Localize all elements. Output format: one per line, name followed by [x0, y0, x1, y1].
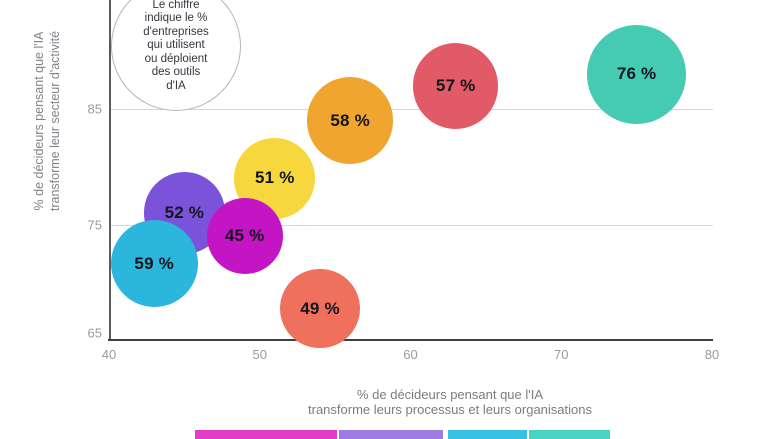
x-tick-80: 80 [704, 347, 720, 362]
gridline-y85 [109, 109, 713, 110]
x-axis-title-line1: % de décideurs pensant que l'IA [356, 387, 544, 402]
bubble-label: 45 % [224, 226, 265, 246]
annotation-line-3: d'entreprises [143, 25, 209, 38]
bubble-label: 49 % [300, 298, 340, 318]
y-tick-75: 75 [87, 217, 102, 232]
bubble-45: 45 % [206, 198, 283, 274]
annotation-line-7: d'IA [166, 79, 186, 92]
y-tick-85: 85 [87, 101, 102, 117]
annotation-line-4: qui utilisent [147, 39, 205, 52]
x-tick-70: 70 [554, 347, 569, 362]
y-axis-line [109, 0, 111, 340]
bubble-label: 52 % [164, 202, 205, 222]
x-axis-title-line2: transforme leurs processus et leurs orga… [308, 402, 592, 417]
annotation-callout: Le chiffre indique le % d'entreprises qui u… [111, 0, 241, 111]
y-tick-65: 65 [87, 325, 102, 341]
legend-chip-2 [339, 430, 443, 439]
legend-chip-3 [448, 430, 527, 439]
x-axis-line [108, 339, 713, 341]
gridline-y75 [109, 224, 713, 226]
bubble-label: 76 % [616, 64, 657, 84]
legend-chip-1 [195, 430, 337, 439]
y-axis-title: % de décideurs pensant que l'IA transfor… [32, 1, 64, 241]
x-tick-40: 40 [101, 347, 117, 362]
annotation-line-2: indique le % [144, 12, 208, 25]
y-axis-title-line2: transforme leur secteur d'activité [47, 30, 62, 212]
legend-chip-4 [529, 430, 610, 439]
bubble-label: 59 % [134, 253, 174, 273]
bubble-59: 59 % [110, 220, 198, 308]
annotation-line-1: Le chiffre [152, 0, 200, 12]
annotation-line-6: des outils [151, 66, 201, 79]
y-axis-title-line1: % de décideurs pensant que l'IA [32, 31, 46, 211]
bubble-76: 76 % [587, 25, 686, 124]
x-axis-title: % de décideurs pensant que l'IA transfor… [150, 387, 750, 417]
bubble-58: 58 % [307, 77, 394, 164]
x-tick-60: 60 [403, 347, 418, 362]
bubble-label: 51 % [255, 168, 295, 188]
bubble-57: 57 % [412, 43, 499, 129]
bubble-49: 49 % [280, 269, 360, 349]
annotation-line-5: ou déploient [144, 52, 208, 65]
x-tick-50: 50 [252, 347, 267, 362]
bubble-label: 57 % [435, 75, 476, 95]
bubble-label: 58 % [330, 110, 370, 130]
